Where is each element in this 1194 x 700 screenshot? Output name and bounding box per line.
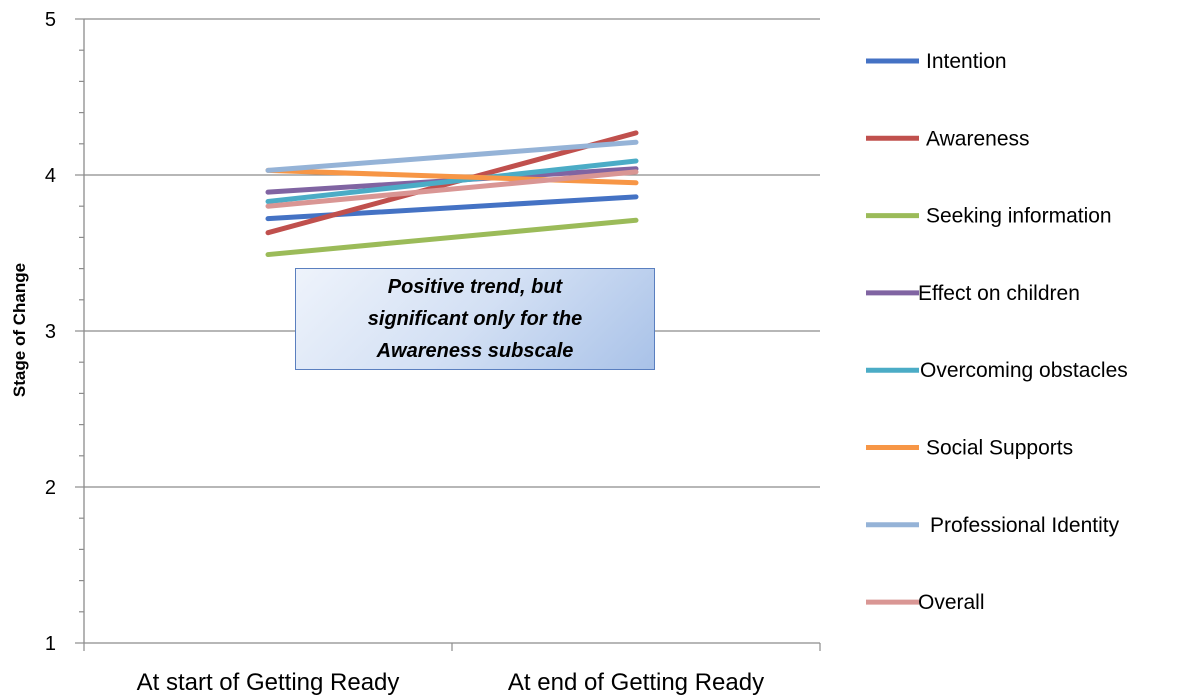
- y-tick-label: 2: [45, 477, 56, 499]
- y-tick-label: 5: [45, 9, 56, 31]
- legend-label: Awareness: [926, 127, 1030, 150]
- legend-label: Overall: [918, 591, 985, 614]
- annotation-line-1: Positive trend, but: [387, 276, 563, 298]
- legend: Intention Awareness Seeking information Eff…: [866, 50, 1128, 614]
- axes: [75, 18, 821, 651]
- legend-label: Social Supports: [926, 437, 1073, 460]
- series-lines: [265, 130, 639, 258]
- annotation-box: Positive trend, but significant only for…: [295, 268, 655, 370]
- legend-label: Professional Identity: [930, 514, 1120, 537]
- legend-label: Seeking information: [926, 205, 1112, 228]
- gridlines: [84, 18, 820, 488]
- x-tick-label: At start of Getting Ready: [137, 669, 400, 696]
- series-line-social-supports: [265, 167, 639, 186]
- legend-label: Effect on children: [918, 282, 1080, 305]
- y-tick-label: 3: [45, 321, 56, 343]
- series-line-overcoming-obstacles: [265, 158, 639, 205]
- annotation-line-2: significant only for the: [367, 308, 583, 330]
- series-line-seeking-information: [265, 217, 639, 258]
- series-line-professional-identity: [265, 139, 639, 173]
- y-axis-label: Stage of Change: [10, 263, 29, 397]
- legend-label: Overcoming obstacles: [920, 359, 1128, 382]
- tick-labels: 1 2 3 4 5 At start of Getting Ready At end of …: [45, 9, 764, 696]
- y-tick-label: 1: [45, 633, 56, 655]
- x-tick-label: At end of Getting Ready: [508, 669, 764, 696]
- legend-label: Intention: [926, 50, 1007, 73]
- y-tick-label: 4: [45, 165, 56, 187]
- annotation-line-3: Awareness subscale: [376, 340, 574, 362]
- series-line-overall: [265, 169, 639, 209]
